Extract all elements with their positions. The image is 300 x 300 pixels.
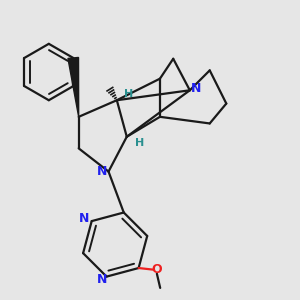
- Text: H: H: [124, 89, 133, 99]
- Text: N: N: [79, 212, 90, 225]
- Text: N: N: [97, 165, 107, 178]
- Text: O: O: [152, 263, 162, 276]
- Polygon shape: [68, 57, 79, 117]
- Text: N: N: [96, 273, 107, 286]
- Text: N: N: [191, 82, 202, 95]
- Text: H: H: [135, 138, 145, 148]
